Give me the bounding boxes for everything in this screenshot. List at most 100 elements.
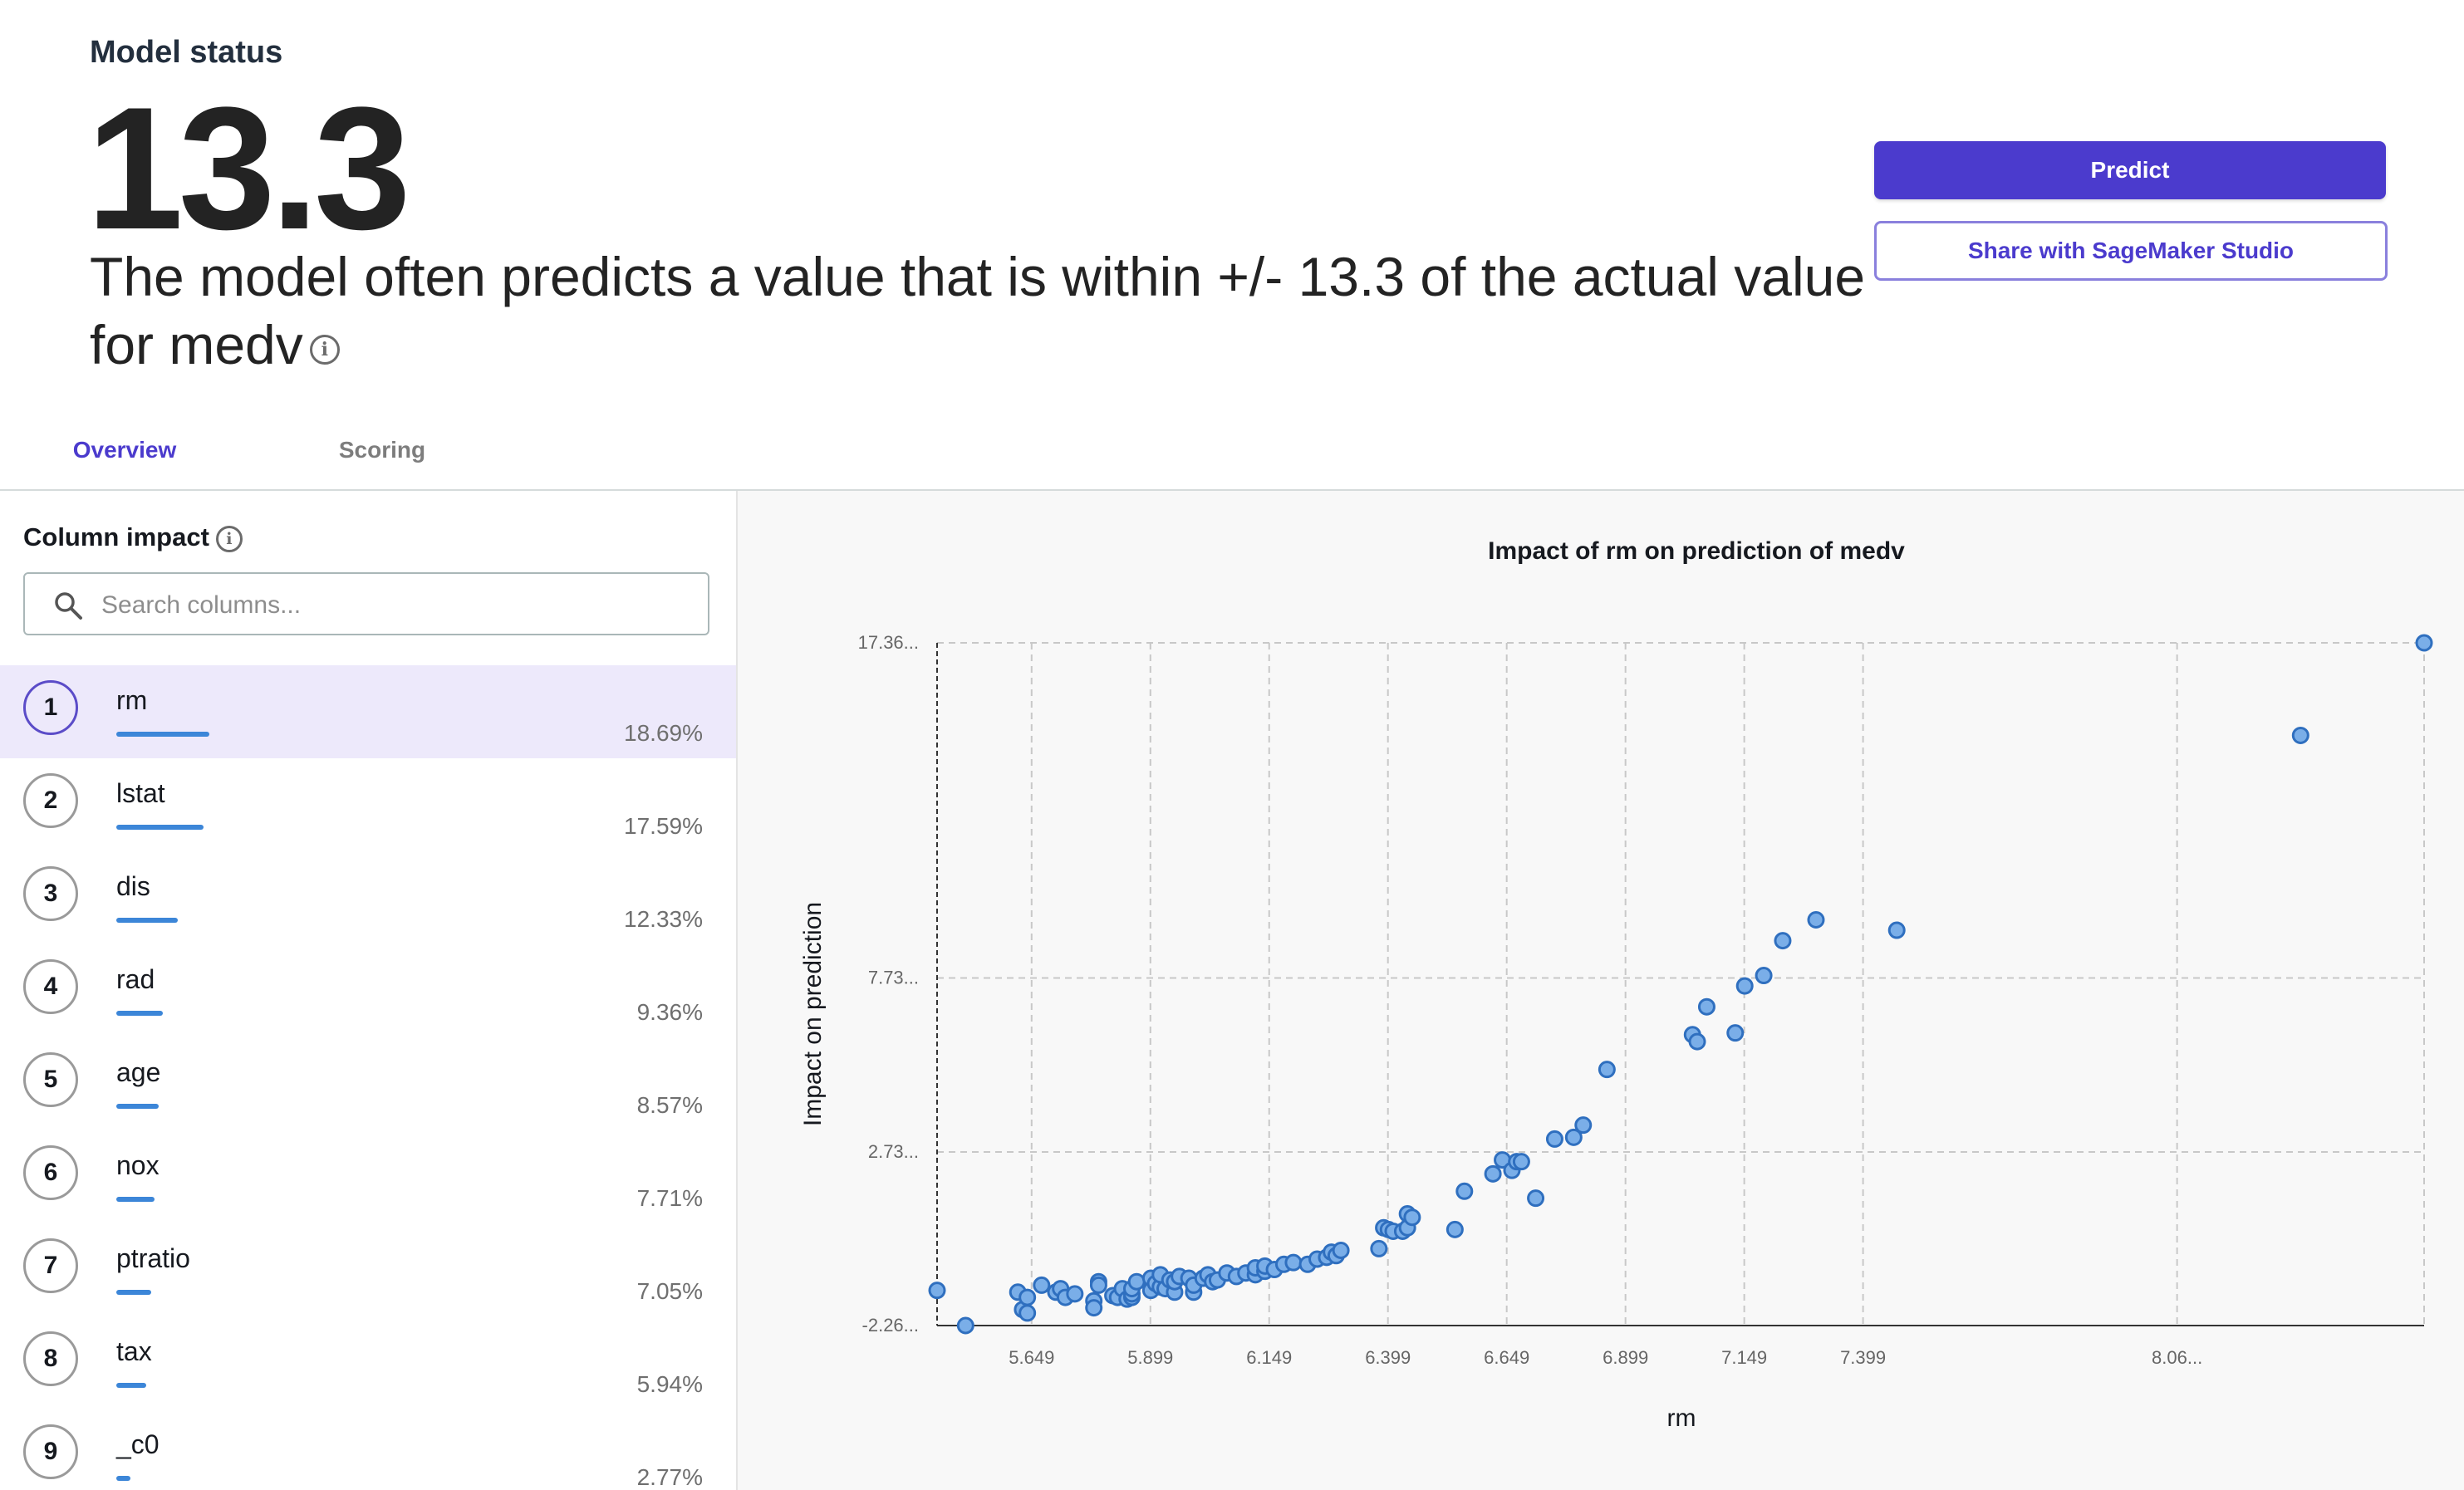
impact-percent: 8.57% xyxy=(636,1092,703,1118)
column-row-rm[interactable]: 1 rm 18.69% xyxy=(0,665,736,758)
column-row-tax[interactable]: 8 tax 5.94% xyxy=(0,1316,736,1409)
rank-badge: 9 xyxy=(23,1424,78,1479)
column-name: _c0 xyxy=(116,1429,160,1459)
search-icon xyxy=(55,592,82,620)
model-score-value: 13.3 xyxy=(86,71,411,266)
scatter-point xyxy=(1455,1182,1474,1200)
y-axis-label: Impact on prediction xyxy=(799,902,827,1126)
scatter-point xyxy=(928,1282,946,1300)
info-icon[interactable]: i xyxy=(215,525,243,552)
scatter-point xyxy=(1755,967,1773,985)
scatter-point xyxy=(1127,1272,1146,1291)
column-impact-title-text: Column impact xyxy=(23,522,209,551)
column-row-ptratio[interactable]: 7 ptratio 7.05% xyxy=(0,1223,736,1316)
x-tick-label: 5.899 xyxy=(1127,1347,1173,1368)
scatter-point xyxy=(1332,1242,1350,1260)
scatter-point xyxy=(1018,1304,1037,1322)
scatter-point xyxy=(1574,1116,1593,1135)
rank-badge: 2 xyxy=(23,773,78,828)
scatter-point xyxy=(1598,1061,1616,1079)
column-row-nox[interactable]: 6 nox 7.71% xyxy=(0,1130,736,1223)
impact-scatter-chart: Impact of rm on prediction of medv rm Im… xyxy=(799,537,2433,1432)
rank-badge: 4 xyxy=(23,959,78,1014)
tab-overview[interactable]: Overview xyxy=(0,424,249,494)
chart-panel: Impact of rm on prediction of medv rm Im… xyxy=(738,491,2464,1490)
scatter-point xyxy=(1735,977,1754,995)
search-input[interactable] xyxy=(100,586,685,625)
column-row-dis[interactable]: 3 dis 12.33% xyxy=(0,851,736,944)
info-icon[interactable]: i xyxy=(309,334,340,365)
x-tick-label: 8.06... xyxy=(2152,1347,2202,1368)
impact-percent: 17.59% xyxy=(624,813,703,839)
impact-bar xyxy=(116,1197,155,1202)
predict-button[interactable]: Predict xyxy=(1874,141,2386,199)
share-with-sagemaker-studio-button[interactable]: Share with SageMaker Studio xyxy=(1874,221,2388,281)
column-name: dis xyxy=(116,871,150,901)
scatter-point xyxy=(956,1316,974,1335)
y-tick-label: -2.26... xyxy=(862,1315,919,1336)
scatter-point xyxy=(1403,1208,1421,1227)
y-tick-label: 7.73... xyxy=(868,967,919,988)
y-tick-label: 17.36... xyxy=(858,632,919,653)
impact-bar xyxy=(116,1383,146,1388)
impact-percent: 7.05% xyxy=(636,1278,703,1304)
x-tick-label: 5.649 xyxy=(1009,1347,1054,1368)
column-row-_c0[interactable]: 9 _c0 2.77% xyxy=(0,1409,736,1490)
scatter-point xyxy=(1887,921,1906,939)
column-impact-title: Column impact i xyxy=(23,522,243,552)
scatter-point xyxy=(1512,1153,1530,1171)
x-tick-label: 7.149 xyxy=(1721,1347,1767,1368)
chart-title: Impact of rm on prediction of medv xyxy=(1488,537,1905,565)
impact-bar xyxy=(116,1011,163,1016)
rank-badge: 3 xyxy=(23,866,78,921)
scatter-point xyxy=(1089,1276,1107,1294)
impact-percent: 2.77% xyxy=(636,1464,703,1490)
column-row-rad[interactable]: 4 rad 9.36% xyxy=(0,944,736,1037)
scatter-point xyxy=(1807,910,1825,929)
column-name: ptratio xyxy=(116,1243,190,1273)
column-name: lstat xyxy=(116,778,165,808)
impact-percent: 5.94% xyxy=(636,1371,703,1397)
impact-percent: 9.36% xyxy=(636,999,703,1025)
scatter-point xyxy=(1545,1130,1563,1148)
scatter-point xyxy=(2415,634,2433,652)
column-row-age[interactable]: 5 age 8.57% xyxy=(0,1037,736,1130)
impact-bar xyxy=(116,1290,151,1295)
scatter-point xyxy=(1284,1253,1303,1272)
model-status-label: Model status xyxy=(90,35,283,70)
plot-area: 17.36... 7.73... 2.73... -2.26... 5.649 5.899… xyxy=(858,632,2433,1368)
x-tick-label: 7.399 xyxy=(1840,1347,1886,1368)
scatter-point xyxy=(1018,1288,1037,1306)
x-tick-label: 6.649 xyxy=(1484,1347,1529,1368)
scatter-point xyxy=(1484,1164,1502,1183)
description-text: The model often predicts a value that is… xyxy=(90,246,1866,375)
rank-badge: 7 xyxy=(23,1238,78,1293)
impact-bar xyxy=(116,732,209,737)
column-name: rad xyxy=(116,964,155,994)
scatter-point xyxy=(1085,1299,1103,1317)
x-axis-label: rm xyxy=(1667,1404,1696,1432)
tab-divider xyxy=(0,489,2464,491)
model-score-description: The model often predicts a value that is… xyxy=(90,243,1884,379)
search-box[interactable] xyxy=(23,572,709,635)
x-tick-label: 6.149 xyxy=(1246,1347,1292,1368)
tab-scoring[interactable]: Scoring xyxy=(338,437,426,463)
scatter-point xyxy=(1446,1220,1464,1238)
column-name: tax xyxy=(116,1336,152,1366)
scatter-point xyxy=(1370,1239,1388,1257)
impact-bar xyxy=(116,1476,130,1481)
impact-percent: 12.33% xyxy=(624,906,703,932)
impact-percent: 7.71% xyxy=(636,1185,703,1211)
scatter-point xyxy=(1697,997,1715,1016)
scatter-point xyxy=(2291,726,2309,744)
column-name: nox xyxy=(116,1150,160,1180)
scatter-point xyxy=(1774,932,1792,950)
rank-badge: 8 xyxy=(23,1331,78,1386)
x-tick-label: 6.399 xyxy=(1365,1347,1411,1368)
scatter-point xyxy=(1726,1024,1745,1042)
rank-badge: 5 xyxy=(23,1052,78,1107)
impact-bar xyxy=(116,825,204,830)
column-row-lstat[interactable]: 2 lstat 17.59% xyxy=(0,758,736,851)
rank-badge: 6 xyxy=(23,1145,78,1200)
